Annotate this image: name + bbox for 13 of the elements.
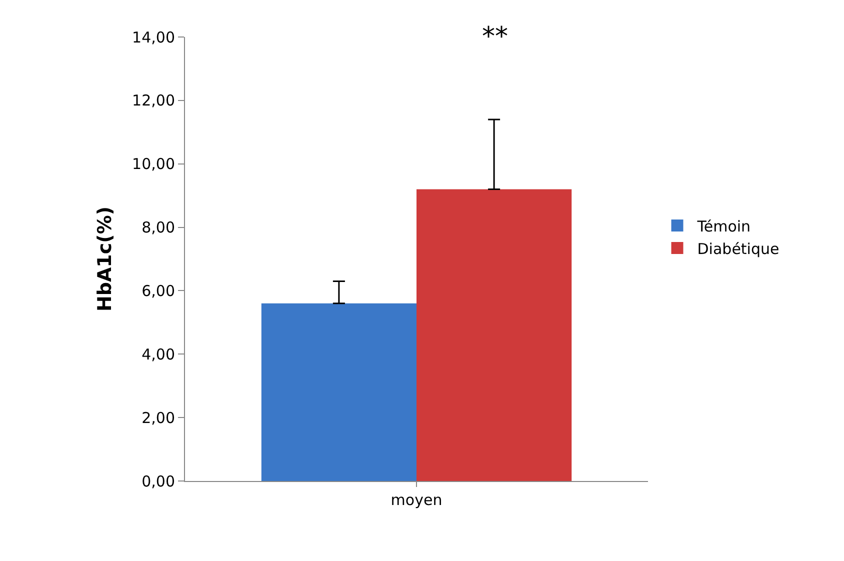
- y-tick-label: 0,00: [142, 472, 175, 490]
- legend-label: Diabétique: [697, 240, 780, 258]
- x-tick-label: moyen: [390, 491, 442, 509]
- y-tick-label: 10,00: [132, 155, 175, 174]
- y-tick-label: 14,00: [132, 28, 175, 46]
- y-axis-title: HbA1c(%): [94, 206, 116, 312]
- annotation: **: [482, 22, 508, 52]
- y-tick-label: 6,00: [142, 282, 175, 300]
- legend-label: Témoin: [696, 217, 751, 236]
- y-tick-label: 4,00: [142, 345, 175, 364]
- y-tick-label: 8,00: [142, 218, 175, 237]
- y-tick-label: 2,00: [142, 408, 175, 427]
- y-tick-label: 12,00: [132, 92, 175, 110]
